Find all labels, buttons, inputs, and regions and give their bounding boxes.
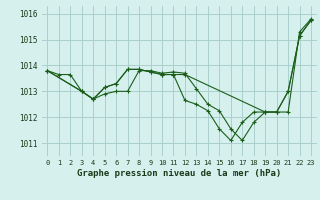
X-axis label: Graphe pression niveau de la mer (hPa): Graphe pression niveau de la mer (hPa) bbox=[77, 169, 281, 178]
